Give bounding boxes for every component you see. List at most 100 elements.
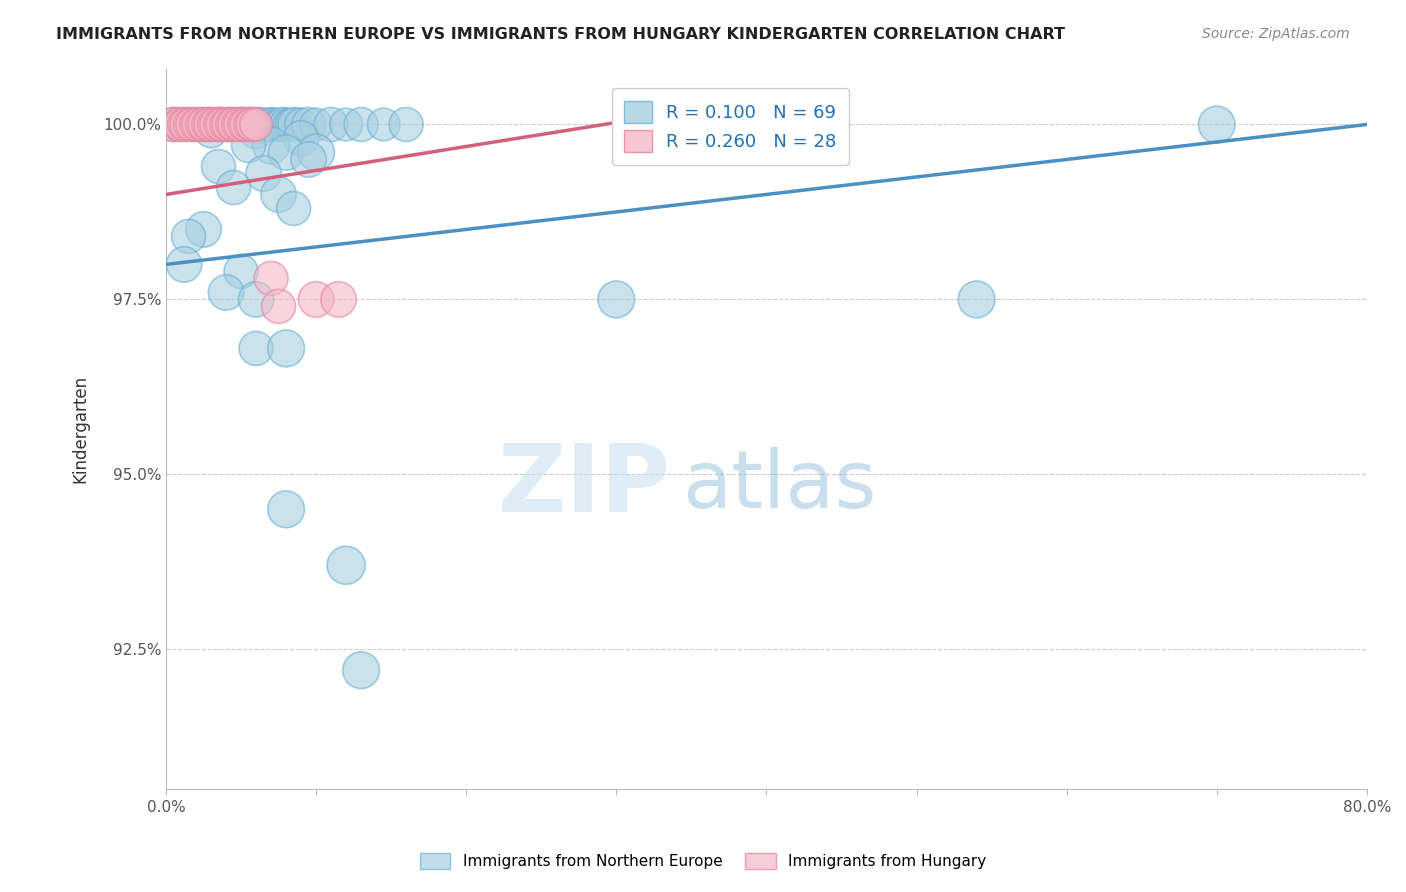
Point: [297, 118, 319, 132]
Point: [335, 558, 357, 573]
Point: [181, 118, 204, 132]
Point: [179, 118, 201, 132]
Point: [218, 118, 240, 132]
Point: [229, 264, 252, 278]
Point: [281, 118, 304, 132]
Point: [181, 118, 204, 132]
Point: [221, 118, 243, 132]
Point: [305, 145, 328, 160]
Point: [215, 285, 238, 300]
Point: [290, 131, 312, 145]
Point: [284, 118, 307, 132]
Point: [257, 118, 280, 132]
Point: [238, 138, 260, 153]
Point: [278, 118, 301, 132]
Point: [373, 118, 395, 132]
Point: [966, 293, 988, 307]
Point: [239, 118, 262, 132]
Point: [224, 118, 246, 132]
Point: [184, 118, 207, 132]
Legend: R = 0.100   N = 69, R = 0.260   N = 28: R = 0.100 N = 69, R = 0.260 N = 28: [612, 88, 849, 165]
Point: [173, 118, 195, 132]
Y-axis label: Kindergarten: Kindergarten: [72, 375, 89, 483]
Point: [245, 293, 267, 307]
Point: [205, 118, 228, 132]
Point: [290, 118, 312, 132]
Point: [247, 118, 270, 132]
Point: [194, 118, 217, 132]
Point: [229, 118, 252, 132]
Point: [350, 663, 373, 677]
Point: [170, 118, 193, 132]
Point: [271, 118, 294, 132]
Point: [207, 160, 229, 174]
Point: [167, 118, 190, 132]
Point: [245, 118, 267, 132]
Point: [605, 293, 627, 307]
Point: [274, 342, 297, 356]
Point: [252, 166, 274, 180]
Point: [335, 118, 357, 132]
Point: [395, 118, 418, 132]
Point: [305, 293, 328, 307]
Point: [205, 118, 228, 132]
Point: [179, 118, 201, 132]
Text: atlas: atlas: [682, 448, 877, 525]
Point: [200, 118, 222, 132]
Point: [245, 342, 267, 356]
Point: [236, 118, 259, 132]
Point: [328, 293, 350, 307]
Point: [242, 118, 264, 132]
Point: [197, 118, 219, 132]
Point: [215, 118, 238, 132]
Point: [274, 118, 297, 132]
Point: [274, 502, 297, 516]
Point: [188, 118, 211, 132]
Point: [167, 118, 190, 132]
Point: [239, 118, 262, 132]
Point: [202, 118, 225, 132]
Point: [162, 118, 184, 132]
Point: [184, 118, 207, 132]
Point: [202, 118, 225, 132]
Point: [222, 180, 245, 194]
Point: [266, 118, 288, 132]
Point: [188, 118, 211, 132]
Point: [350, 118, 373, 132]
Text: IMMIGRANTS FROM NORTHERN EUROPE VS IMMIGRANTS FROM HUNGARY KINDERGARTEN CORRELAT: IMMIGRANTS FROM NORTHERN EUROPE VS IMMIG…: [56, 27, 1066, 42]
Point: [208, 118, 231, 132]
Legend: Immigrants from Northern Europe, Immigrants from Hungary: Immigrants from Northern Europe, Immigra…: [413, 847, 993, 875]
Point: [170, 118, 193, 132]
Point: [226, 118, 249, 132]
Point: [177, 229, 200, 244]
Point: [191, 118, 214, 132]
Point: [226, 118, 249, 132]
Point: [269, 118, 291, 132]
Point: [245, 118, 267, 132]
Point: [173, 257, 195, 271]
Text: ZIP: ZIP: [498, 441, 671, 533]
Point: [236, 118, 259, 132]
Point: [197, 118, 219, 132]
Point: [221, 118, 243, 132]
Point: [267, 299, 290, 313]
Point: [162, 118, 184, 132]
Point: [218, 118, 240, 132]
Point: [176, 118, 198, 132]
Point: [319, 118, 342, 132]
Point: [233, 118, 256, 132]
Point: [176, 118, 198, 132]
Point: [212, 118, 235, 132]
Point: [1205, 118, 1227, 132]
Text: Source: ZipAtlas.com: Source: ZipAtlas.com: [1202, 27, 1350, 41]
Point: [260, 118, 283, 132]
Point: [274, 145, 297, 160]
Point: [242, 118, 264, 132]
Point: [245, 124, 267, 138]
Point: [173, 118, 195, 132]
Point: [283, 202, 305, 216]
Point: [263, 118, 285, 132]
Point: [297, 153, 319, 167]
Point: [254, 118, 277, 132]
Point: [212, 118, 235, 132]
